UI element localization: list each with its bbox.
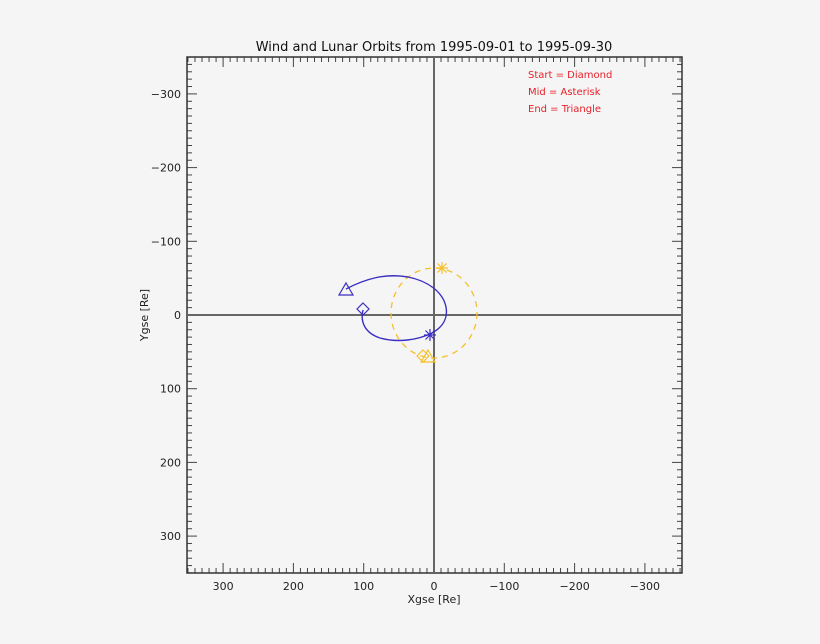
x-tick-label: 100 [353,580,374,593]
y-tick-label: 0 [174,309,181,322]
axis-ticks [187,56,682,574]
x-tick-label: −100 [489,580,519,593]
legend: Start = Diamond Mid = Asterisk End = Tri… [528,70,612,115]
moon-end-triangle-icon [419,348,437,363]
wind-mid-asterisk-icon [424,329,436,341]
x-tick-label: 300 [213,580,234,593]
tick-labels: 300 200 100 0 −100 −200 −300 −300 −200 −100 0 100 20… [151,88,660,593]
moon-orbit-path [390,267,478,359]
legend-end: End = Triangle [528,104,601,115]
y-tick-label: −200 [151,162,181,175]
moon-mid-asterisk-icon [436,262,448,274]
chart-title: Wind and Lunar Orbits from 1995-09-01 to… [256,40,613,55]
legend-mid: Mid = Asterisk [528,87,601,98]
y-tick-label: 100 [160,383,181,396]
wind-start-diamond-icon [356,302,370,316]
x-axis-label: Xgse [Re] [407,593,460,606]
x-tick-label: 200 [283,580,304,593]
x-tick-label: −200 [559,580,589,593]
y-tick-label: −100 [151,235,181,248]
y-tick-label: −300 [151,88,181,101]
y-axis-label: Ygse [Re] [138,289,151,342]
x-tick-label: −300 [630,580,660,593]
legend-start: Start = Diamond [528,70,612,81]
x-tick-label: 0 [431,580,438,593]
wind-end-triangle-icon [337,281,355,296]
y-tick-label: 300 [160,530,181,543]
wind-orbit-path [345,275,448,342]
y-tick-label: 200 [160,456,181,469]
